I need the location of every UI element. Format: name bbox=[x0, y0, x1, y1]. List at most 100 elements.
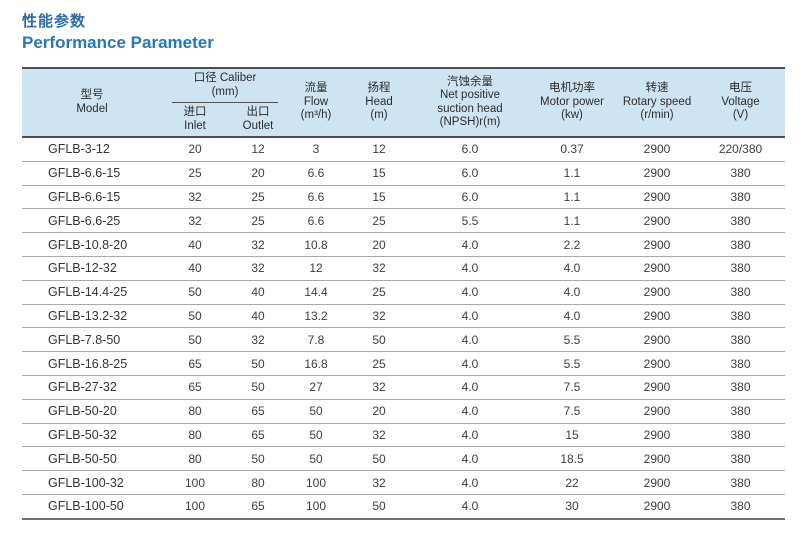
cell-power: 7.5 bbox=[526, 374, 619, 400]
cell-outlet: 20 bbox=[228, 160, 289, 186]
table-row: GFLB-50-20 80 65 50 20 4.0 7.5 2900 380 bbox=[22, 398, 786, 424]
cell-model: GFLB-6.6-25 bbox=[22, 208, 162, 233]
cell-npsh: 4.0 bbox=[414, 232, 527, 257]
cell-power: 2.2 bbox=[526, 232, 619, 257]
cell-voltage: 380 bbox=[696, 184, 786, 209]
cell-inlet: 80 bbox=[162, 446, 228, 471]
cell-speed: 2900 bbox=[618, 303, 697, 328]
cell-flow: 50 bbox=[288, 398, 345, 424]
table-row: GFLB-6.6-15 25 20 6.6 15 6.0 1.1 2900 380 bbox=[22, 160, 786, 186]
performance-parameter-table: 型号 Model 口径 Caliber (mm) 流量 Flow (m³/h) … bbox=[22, 67, 786, 520]
table-row: GFLB-7.8-50 50 32 7.8 50 4.0 5.5 2900 380 bbox=[22, 327, 786, 352]
cell-speed: 2900 bbox=[618, 470, 697, 495]
table-row: GFLB-6.6-25 32 25 6.6 25 5.5 1.1 2900 380 bbox=[22, 208, 786, 233]
cell-voltage: 380 bbox=[696, 493, 786, 519]
cell-flow: 6.6 bbox=[288, 160, 345, 186]
cell-power: 7.5 bbox=[526, 398, 619, 424]
cell-speed: 2900 bbox=[618, 327, 697, 352]
column-header-caliber-group: 口径 Caliber (mm) bbox=[162, 68, 289, 103]
cell-inlet: 50 bbox=[162, 327, 228, 352]
cell-npsh: 4.0 bbox=[414, 351, 527, 376]
cell-voltage: 380 bbox=[696, 303, 786, 328]
cell-outlet: 65 bbox=[228, 493, 289, 519]
cell-voltage: 380 bbox=[696, 160, 786, 186]
table-row: GFLB-27-32 65 50 27 32 4.0 7.5 2900 380 bbox=[22, 374, 786, 400]
cell-voltage: 220/380 bbox=[718, 142, 763, 157]
cell-model: GFLB-10.8-20 bbox=[22, 232, 162, 257]
cell-inlet: 100 bbox=[162, 470, 228, 495]
cell-outlet: 65 bbox=[228, 422, 289, 447]
cell-flow: 50 bbox=[288, 446, 345, 471]
cell-inlet: 65 bbox=[162, 374, 228, 400]
cell-voltage: 380 bbox=[696, 374, 786, 400]
cell-voltage: 380 bbox=[696, 470, 786, 495]
cell-flow: 27 bbox=[288, 374, 345, 400]
cell-npsh: 6.0 bbox=[414, 160, 527, 186]
cell-npsh: 6.0 bbox=[461, 142, 479, 157]
cell-head: 50 bbox=[344, 327, 415, 352]
cell-speed: 2900 bbox=[618, 493, 697, 519]
cell-head: 15 bbox=[344, 184, 415, 209]
cell-head: 12 bbox=[372, 142, 386, 157]
cell-model: GFLB-14.4-25 bbox=[22, 279, 162, 305]
table-header: 型号 Model 口径 Caliber (mm) 流量 Flow (m³/h) … bbox=[22, 68, 786, 138]
cell-outlet: 25 bbox=[228, 208, 289, 233]
cell-inlet: 100 bbox=[162, 493, 228, 519]
cell-outlet: 25 bbox=[228, 184, 289, 209]
cell-voltage: 380 bbox=[696, 398, 786, 424]
cell-speed: 2900 bbox=[618, 374, 697, 400]
cell-flow: 7.8 bbox=[288, 327, 345, 352]
cell-power: 4.0 bbox=[526, 303, 619, 328]
cell-outlet: 50 bbox=[228, 374, 289, 400]
cell-inlet: 50 bbox=[162, 303, 228, 328]
cell-inlet: 80 bbox=[162, 422, 228, 447]
cell-speed: 2900 bbox=[618, 232, 697, 257]
cell-power: 5.5 bbox=[526, 351, 619, 376]
cell-speed: 2900 bbox=[618, 255, 697, 281]
column-header-npsh: 汽蚀余量 Net positive suction head (NPSH)r(m… bbox=[414, 68, 527, 138]
cell-speed: 2900 bbox=[618, 184, 697, 209]
cell-model: GFLB-50-32 bbox=[22, 422, 162, 447]
table-row: GFLB-6.6-15 32 25 6.6 15 6.0 1.1 2900 380 bbox=[22, 184, 786, 209]
cell-speed: 2900 bbox=[618, 208, 697, 233]
cell-head: 25 bbox=[344, 208, 415, 233]
cell-speed: 2900 bbox=[618, 398, 697, 424]
cell-inlet: 65 bbox=[162, 351, 228, 376]
cell-inlet: 50 bbox=[162, 279, 228, 305]
table-row: GFLB-16.8-25 65 50 16.8 25 4.0 5.5 2900 380 bbox=[22, 351, 786, 376]
table-row: GFLB-100-50 100 65 100 50 4.0 30 2900 380 bbox=[22, 493, 786, 519]
cell-outlet: 50 bbox=[228, 351, 289, 376]
cell-flow: 100 bbox=[288, 493, 345, 519]
cell-npsh: 4.0 bbox=[414, 279, 527, 305]
cell-npsh: 4.0 bbox=[414, 493, 527, 519]
cell-flow: 3 bbox=[312, 142, 320, 157]
cell-speed: 2900 bbox=[618, 160, 697, 186]
cell-power: 1.1 bbox=[526, 208, 619, 233]
cell-model: GFLB-3-12 bbox=[48, 142, 110, 157]
cell-model: GFLB-6.6-15 bbox=[22, 160, 162, 186]
cell-flow: 12 bbox=[288, 255, 345, 281]
cell-voltage: 380 bbox=[696, 232, 786, 257]
column-header-inlet: 进口 Inlet bbox=[162, 103, 228, 138]
cell-model: GFLB-7.8-50 bbox=[22, 327, 162, 352]
cell-flow: 6.6 bbox=[288, 208, 345, 233]
cell-power: 4.0 bbox=[526, 279, 619, 305]
cell-power: 15 bbox=[526, 422, 619, 447]
cell-outlet: 32 bbox=[228, 255, 289, 281]
cell-head: 15 bbox=[344, 160, 415, 186]
page-title-chinese: 性能参数 bbox=[22, 13, 87, 30]
cell-inlet: 20 bbox=[188, 142, 202, 157]
table-body: GFLB-3-12 20 12 3 12 6.0 0.37 2900 220/380 GFLB-6… bbox=[22, 137, 786, 519]
cell-voltage: 380 bbox=[696, 422, 786, 447]
cell-outlet: 65 bbox=[228, 398, 289, 424]
cell-flow: 10.8 bbox=[288, 232, 345, 257]
cell-voltage: 380 bbox=[696, 351, 786, 376]
cell-voltage: 380 bbox=[696, 255, 786, 281]
cell-npsh: 4.0 bbox=[414, 470, 527, 495]
cell-flow: 14.4 bbox=[288, 279, 345, 305]
cell-model: GFLB-100-32 bbox=[22, 470, 162, 495]
cell-model: GFLB-13.2-32 bbox=[22, 303, 162, 328]
cell-voltage: 380 bbox=[696, 446, 786, 471]
cell-head: 50 bbox=[344, 446, 415, 471]
cell-head: 32 bbox=[344, 303, 415, 328]
